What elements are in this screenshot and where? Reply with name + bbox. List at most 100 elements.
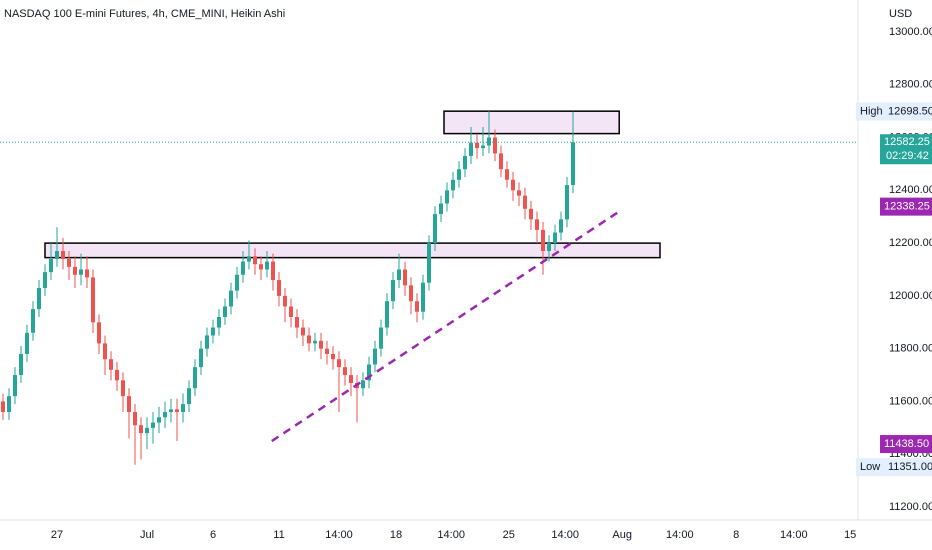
candle-body: [277, 280, 281, 296]
candle-body: [559, 219, 563, 233]
candle-body: [187, 388, 191, 405]
price-tag-label: 11438.50: [884, 438, 929, 450]
candle-body: [115, 369, 119, 381]
candle-body: [43, 272, 47, 288]
x-tick-label: 14:00: [780, 529, 808, 541]
candle-body: [343, 367, 347, 376]
price-tag-name: High: [860, 105, 883, 117]
candle-body: [361, 380, 365, 389]
candle-body: [73, 266, 77, 275]
candle-body: [385, 301, 389, 328]
y-tick-label: 12000.00: [889, 290, 932, 302]
candle-body: [181, 404, 185, 412]
y-tick-label: 11600.00: [889, 395, 932, 407]
x-tick-label: 14:00: [325, 529, 353, 541]
candle-body: [97, 322, 101, 344]
candle-body: [511, 179, 515, 191]
candle-body: [199, 348, 203, 368]
candle-body: [493, 137, 497, 154]
candle-body: [433, 214, 437, 244]
candle-body: [445, 190, 449, 204]
candle-body: [571, 142, 575, 186]
candle-body: [13, 375, 17, 397]
candle-body: [145, 427, 149, 434]
candle-body: [337, 359, 341, 368]
y-tick-label: 12200.00: [889, 237, 932, 249]
candle-body: [469, 142, 473, 157]
candle-body: [31, 309, 35, 333]
candle-body: [499, 153, 503, 170]
price-tag-name: Low: [860, 461, 880, 473]
y-tick-label: 12400.00: [889, 184, 932, 196]
candle-body: [61, 251, 65, 259]
candle-body: [487, 137, 491, 146]
candle-body: [481, 145, 485, 149]
candle-body: [307, 335, 311, 344]
candle-body: [157, 417, 161, 423]
x-tick-label: 11: [273, 529, 284, 541]
candle-body: [403, 269, 407, 286]
zone: [44, 242, 661, 259]
x-tick-label: Jul: [140, 529, 154, 541]
price-tag-label: 11351.00: [888, 461, 932, 473]
x-tick-label: 27: [51, 529, 63, 541]
candle-body: [541, 229, 545, 252]
x-tick-label: 15: [844, 529, 856, 541]
candle-body: [25, 332, 29, 354]
zone: [443, 110, 620, 135]
candle-body: [283, 295, 287, 307]
candle-body: [79, 269, 83, 275]
candle-body: [295, 317, 299, 328]
candle-body: [535, 219, 539, 230]
candle-body: [7, 396, 11, 412]
y-tick-label: 11800.00: [889, 343, 932, 355]
last-price-tag: [880, 134, 932, 165]
candle-body: [451, 179, 455, 191]
x-tick-label: 25: [503, 529, 515, 541]
candle-body: [211, 327, 215, 336]
candle-body: [529, 208, 533, 220]
candle-body: [193, 367, 197, 389]
candle-body: [331, 353, 335, 360]
candle-body: [85, 269, 89, 278]
candle-body: [565, 185, 569, 220]
candle-body: [553, 232, 557, 244]
candle-body: [259, 264, 263, 270]
candle-body: [67, 258, 71, 267]
candle-body: [349, 375, 353, 383]
price-tag-label: 12698.50: [888, 105, 932, 117]
y-tick-label: 13000.00: [889, 26, 932, 38]
candle-body: [397, 269, 401, 281]
candle-body: [253, 256, 257, 265]
price-tag: [856, 458, 932, 477]
candle-body: [517, 190, 521, 196]
candle-body: [271, 261, 275, 281]
candle-body: [127, 396, 131, 412]
candle-body: [301, 327, 305, 336]
x-tick-label: 8: [733, 529, 739, 541]
x-tick-label: 14:00: [551, 529, 579, 541]
candle-body: [139, 425, 143, 434]
price-tag-label: 12338.25: [884, 201, 930, 213]
candle-body: [223, 306, 227, 317]
candle-body: [103, 343, 107, 360]
candle-body: [325, 348, 329, 354]
candle-body: [1, 401, 5, 412]
candle-body: [319, 340, 323, 349]
currency: USD: [889, 8, 912, 20]
candle-body: [475, 142, 479, 149]
candle-body: [427, 243, 431, 283]
candle-body: [265, 261, 269, 270]
x-tick-label: Aug: [612, 529, 632, 541]
price-tag: [880, 435, 932, 454]
candle-body: [463, 156, 467, 170]
candle-body: [19, 353, 23, 376]
candle-body: [175, 409, 179, 412]
countdown: 02:29:42: [886, 150, 929, 162]
candle-body: [247, 256, 251, 262]
candle-body: [391, 280, 395, 302]
candle-body: [55, 251, 59, 259]
candle-body: [49, 258, 53, 273]
